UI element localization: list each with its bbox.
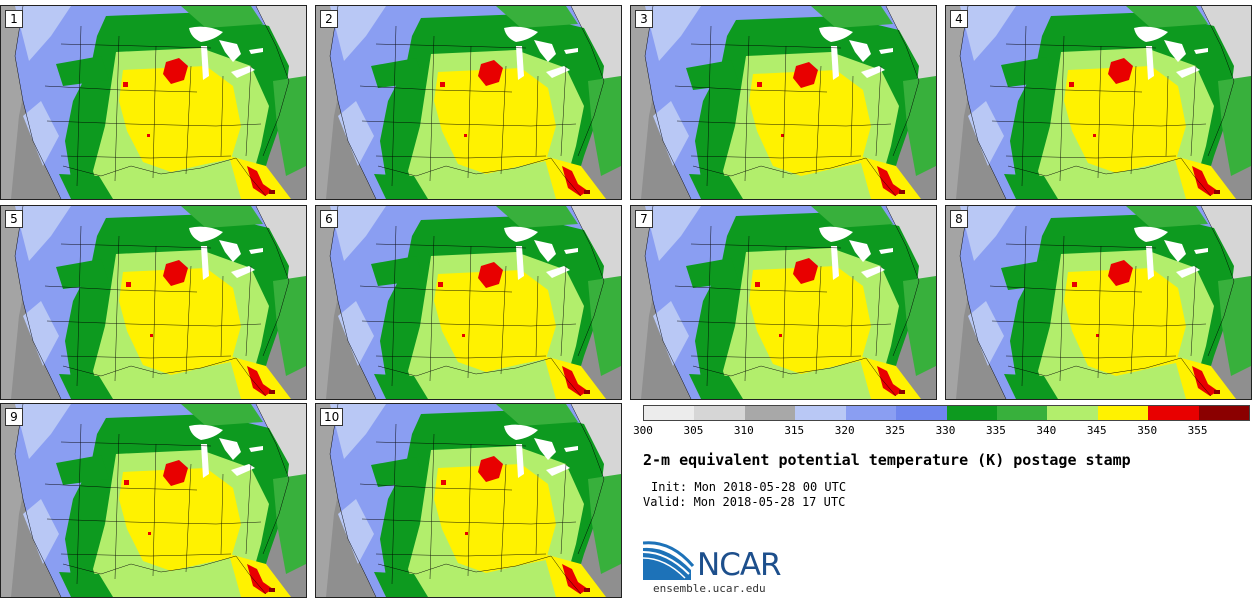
- colorbar-swatch: [744, 406, 796, 420]
- map: [631, 206, 936, 399]
- colorbar-swatch: [845, 406, 897, 420]
- colorbar-swatch: [1198, 406, 1250, 420]
- colorbar-tick-label: 320: [834, 424, 855, 437]
- member-number: 1: [5, 10, 23, 28]
- member-number: 3: [635, 10, 653, 28]
- valid-time: Valid: Mon 2018-05-28 17 UTC: [643, 495, 846, 509]
- colorbar-tick-label: 310: [733, 424, 754, 437]
- colorbar-swatch: [1148, 406, 1199, 420]
- map: [946, 206, 1251, 399]
- colorbar-swatch: [946, 406, 997, 420]
- colorbar-swatch: [1047, 406, 1098, 420]
- map: [631, 6, 936, 199]
- colorbar-tick-label: 355: [1187, 424, 1208, 437]
- map: [946, 6, 1251, 199]
- map: [1, 404, 306, 597]
- colorbar-swatch: [996, 406, 1048, 420]
- member-panel: 1: [0, 5, 307, 200]
- map: [1, 206, 306, 399]
- colorbar-tick-label: 350: [1137, 424, 1158, 437]
- colorbar-swatch: [795, 406, 846, 420]
- member-panel: 2: [315, 5, 622, 200]
- colorbar-tick-label: 340: [1036, 424, 1057, 437]
- member-number: 5: [5, 210, 23, 228]
- member-panel: 9: [0, 403, 307, 598]
- member-number: 9: [5, 408, 23, 426]
- member-panel: 4: [945, 5, 1252, 200]
- colorbar-tick-label: 345: [1086, 424, 1107, 437]
- source-url: ensemble.ucar.edu: [653, 582, 766, 595]
- colorbar-tick-label: 325: [885, 424, 906, 437]
- member-number: 7: [635, 210, 653, 228]
- map: [316, 206, 621, 399]
- colorbar-swatch: [694, 406, 745, 420]
- member-number: 8: [950, 210, 968, 228]
- colorbar-swatch: [896, 406, 947, 420]
- logo-text: NCAR: [697, 547, 782, 583]
- figure-title: 2-m equivalent potential temperature (K)…: [643, 451, 1131, 469]
- member-number: 6: [320, 210, 338, 228]
- colorbar: [643, 405, 1250, 421]
- colorbar-tick-label: 300: [633, 424, 653, 437]
- colorbar-tick-label: 335: [985, 424, 1006, 437]
- init-time: Init: Mon 2018-05-28 00 UTC: [651, 480, 847, 494]
- colorbar-tick-label: 305: [683, 424, 704, 437]
- map: [316, 404, 621, 597]
- member-panel: 3: [630, 5, 937, 200]
- member-panel: 8: [945, 205, 1252, 400]
- member-panel: 10: [315, 403, 622, 598]
- map: [1, 6, 306, 199]
- ncar-logo-icon: [643, 541, 695, 580]
- member-panel: 6: [315, 205, 622, 400]
- colorbar-swatch: [644, 406, 695, 420]
- member-panel: 7: [630, 205, 937, 400]
- member-number: 4: [950, 10, 968, 28]
- colorbar-swatch: [1097, 406, 1149, 420]
- member-panel: 5: [0, 205, 307, 400]
- member-number: 2: [320, 10, 338, 28]
- member-number: 10: [320, 408, 344, 426]
- colorbar-tick-label: 315: [784, 424, 805, 437]
- colorbar-tick-label: 330: [935, 424, 956, 437]
- map: [316, 6, 621, 199]
